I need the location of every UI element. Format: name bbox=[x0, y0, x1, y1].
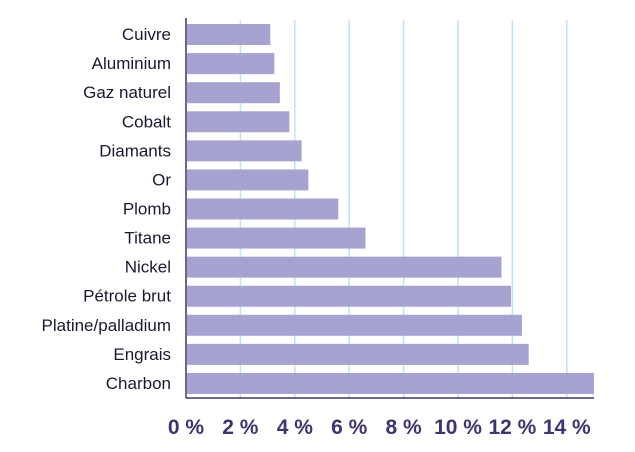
x-tick-label: 12 % bbox=[488, 416, 536, 439]
bar bbox=[187, 53, 275, 75]
category-label: Engrais bbox=[113, 345, 171, 364]
x-tick-label: 14 % bbox=[543, 416, 591, 439]
category-label: Gaz naturel bbox=[83, 83, 171, 102]
axes bbox=[185, 18, 594, 399]
category-label: Or bbox=[152, 170, 171, 189]
bar bbox=[187, 82, 280, 104]
bars bbox=[187, 24, 594, 394]
x-tick-label: 8 % bbox=[386, 416, 423, 439]
category-label: Cuivre bbox=[122, 25, 171, 44]
bar bbox=[187, 343, 529, 365]
category-label: Titane bbox=[124, 229, 171, 248]
bar bbox=[187, 24, 271, 46]
bar bbox=[187, 314, 522, 336]
bar bbox=[187, 227, 366, 249]
category-label: Plomb bbox=[123, 200, 171, 219]
category-label: Charbon bbox=[106, 374, 171, 393]
bar bbox=[187, 256, 502, 278]
x-tick-label: 10 % bbox=[434, 416, 482, 439]
x-tick-label: 4 % bbox=[277, 416, 314, 439]
bar bbox=[187, 198, 339, 220]
category-label: Cobalt bbox=[122, 112, 171, 131]
category-label: Platine/palladium bbox=[42, 316, 171, 335]
x-tick-label: 2 % bbox=[222, 416, 259, 439]
x-tick-label: 0 % bbox=[168, 416, 205, 439]
x-tick-label: 6 % bbox=[331, 416, 368, 439]
bar bbox=[187, 372, 594, 394]
category-label: Diamants bbox=[99, 141, 171, 160]
category-labels: Cuivre Aluminium Gaz naturel Cobalt Diamants… bbox=[42, 25, 172, 393]
category-label: Pétrole brut bbox=[83, 287, 171, 306]
category-label: Aluminium bbox=[92, 54, 171, 73]
x-tick-labels: 0 % 2 % 4 % 6 % 8 % 10 % 12 % 14 % bbox=[168, 416, 591, 439]
grid-lines bbox=[239, 20, 568, 398]
bar bbox=[187, 285, 512, 307]
category-label: Nickel bbox=[125, 258, 171, 277]
bar bbox=[187, 111, 290, 133]
bar bbox=[187, 140, 302, 162]
bar bbox=[187, 169, 309, 191]
